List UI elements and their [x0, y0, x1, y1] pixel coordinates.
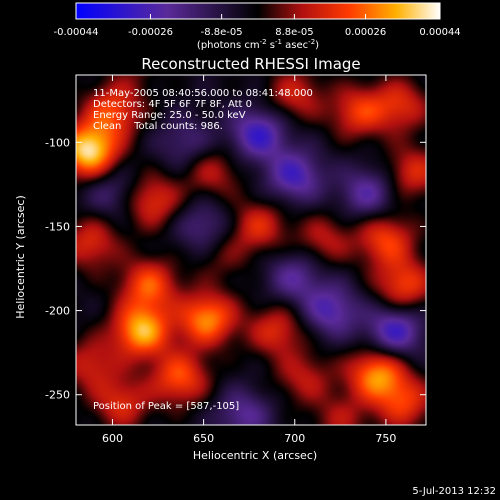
y-tick-label: -150	[45, 220, 70, 233]
colorbar-tick-label: -0.00026	[128, 27, 173, 38]
y-axis-label: Heliocentric Y (arcsec)	[14, 195, 27, 319]
timestamp: 5-Jul-2013 12:32	[412, 486, 496, 497]
annotation-energy-range: Energy Range: 25.0 - 50.0 keV	[93, 110, 246, 121]
y-axis-ticks: -100 -150 -200 -250	[45, 136, 426, 402]
x-tick-label: 750	[375, 432, 396, 445]
plot-frame	[75, 74, 427, 426]
colorbar-unit-label: (photons cm-2 s-1 asec-2)	[197, 38, 319, 51]
x-tick-label: 600	[102, 432, 123, 445]
y-tick-label: -250	[45, 389, 70, 402]
annotation-total-counts: Clean Total counts: 986.	[93, 121, 223, 132]
x-axis-ticks: 600 650 700 750	[102, 75, 396, 445]
chart-title: Reconstructed RHESSI Image	[141, 55, 360, 73]
annotation-time-range: 11-May-2005 08:40:56.000 to 08:41:48.000	[93, 88, 313, 99]
x-axis-label: Heliocentric X (arcsec)	[193, 449, 317, 462]
heatmap-plot-area	[76, 75, 426, 425]
y-tick-label: -100	[45, 136, 70, 149]
x-tick-label: 650	[193, 432, 214, 445]
colorbar-tick-label: 0.00044	[419, 27, 460, 38]
y-tick-label: -200	[45, 305, 70, 318]
heatmap-image	[76, 75, 426, 425]
colorbar-tick-label: -8.8e-05	[201, 27, 243, 38]
colorbar	[75, 2, 441, 20]
x-tick-label: 700	[284, 432, 305, 445]
colorbar-tick-label: -0.00044	[54, 27, 99, 38]
colorbar-ticks: -0.00044 -0.00026 -8.8e-05 8.8e-05 0.00026 0.…	[54, 14, 461, 38]
annotation-detectors: Detectors: 4F 5F 6F 7F 8F, Att 0	[93, 99, 252, 110]
annotation-peak-position: Position of Peak = [587,-105]	[93, 401, 239, 412]
colorbar-tick-label: 0.00026	[345, 27, 386, 38]
colorbar-tick-label: 8.8e-05	[275, 27, 313, 38]
